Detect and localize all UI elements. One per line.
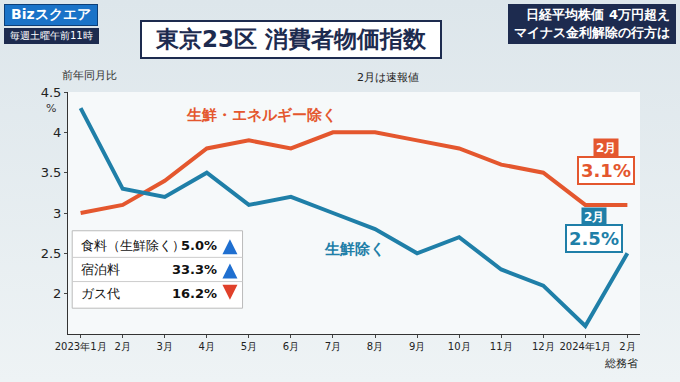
svg-text:4.5: 4.5 — [41, 85, 62, 100]
svg-text:ガス代: ガス代 — [81, 286, 120, 301]
svg-text:2月: 2月 — [584, 210, 604, 224]
html-text:マイナス金利解除の行方は: マイナス金利解除の行方は — [514, 25, 670, 40]
html-text:東京23区 消費者物価指数: 東京23区 消費者物価指数 — [156, 26, 426, 52]
html-text:日経平均株価 4万円超え: 日経平均株価 4万円超え — [526, 7, 670, 22]
svg-text:2月は速報値: 2月は速報値 — [357, 71, 419, 84]
html-text:Bizスクエア: Bizスクエア — [11, 6, 91, 22]
svg-text:宿泊料: 宿泊料 — [81, 262, 120, 277]
svg-text:2月: 2月 — [619, 341, 635, 352]
svg-text:前年同月比: 前年同月比 — [62, 69, 117, 82]
svg-text:7月: 7月 — [325, 341, 341, 352]
svg-text:3.1%: 3.1% — [581, 160, 631, 181]
svg-text:4: 4 — [53, 125, 61, 140]
svg-text:食料（生鮮除く）: 食料（生鮮除く） — [81, 238, 185, 253]
svg-text:生鮮・エネルギー除く: 生鮮・エネルギー除く — [186, 106, 337, 124]
svg-text:2.5%: 2.5% — [569, 228, 619, 249]
svg-text:生鮮除く: 生鮮除く — [324, 240, 385, 258]
svg-text:9月: 9月 — [409, 341, 425, 352]
svg-text:2023年1月: 2023年1月 — [55, 341, 107, 352]
svg-text:3月: 3月 — [157, 341, 173, 352]
svg-text:3: 3 — [53, 206, 61, 221]
svg-text:5月: 5月 — [241, 341, 257, 352]
svg-text:6月: 6月 — [283, 341, 299, 352]
svg-text:5.0%: 5.0% — [181, 238, 217, 253]
svg-text:2.5: 2.5 — [41, 246, 62, 261]
svg-text:12月: 12月 — [532, 341, 555, 352]
svg-text:2024年1月: 2024年1月 — [559, 341, 611, 352]
svg-text:8月: 8月 — [367, 341, 383, 352]
svg-text:16.2%: 16.2% — [172, 286, 217, 301]
svg-text:3.5: 3.5 — [41, 165, 62, 180]
svg-text:%: % — [46, 102, 56, 115]
svg-text:2月: 2月 — [114, 341, 130, 352]
svg-text:10月: 10月 — [448, 341, 471, 352]
svg-text:11月: 11月 — [490, 341, 513, 352]
html-text:毎週土曜午前11時: 毎週土曜午前11時 — [10, 30, 93, 41]
svg-text:33.3%: 33.3% — [172, 262, 217, 277]
svg-text:2: 2 — [53, 286, 61, 301]
svg-text:4月: 4月 — [199, 341, 215, 352]
svg-text:2月: 2月 — [596, 141, 616, 155]
svg-text:総務省: 総務省 — [604, 357, 638, 370]
